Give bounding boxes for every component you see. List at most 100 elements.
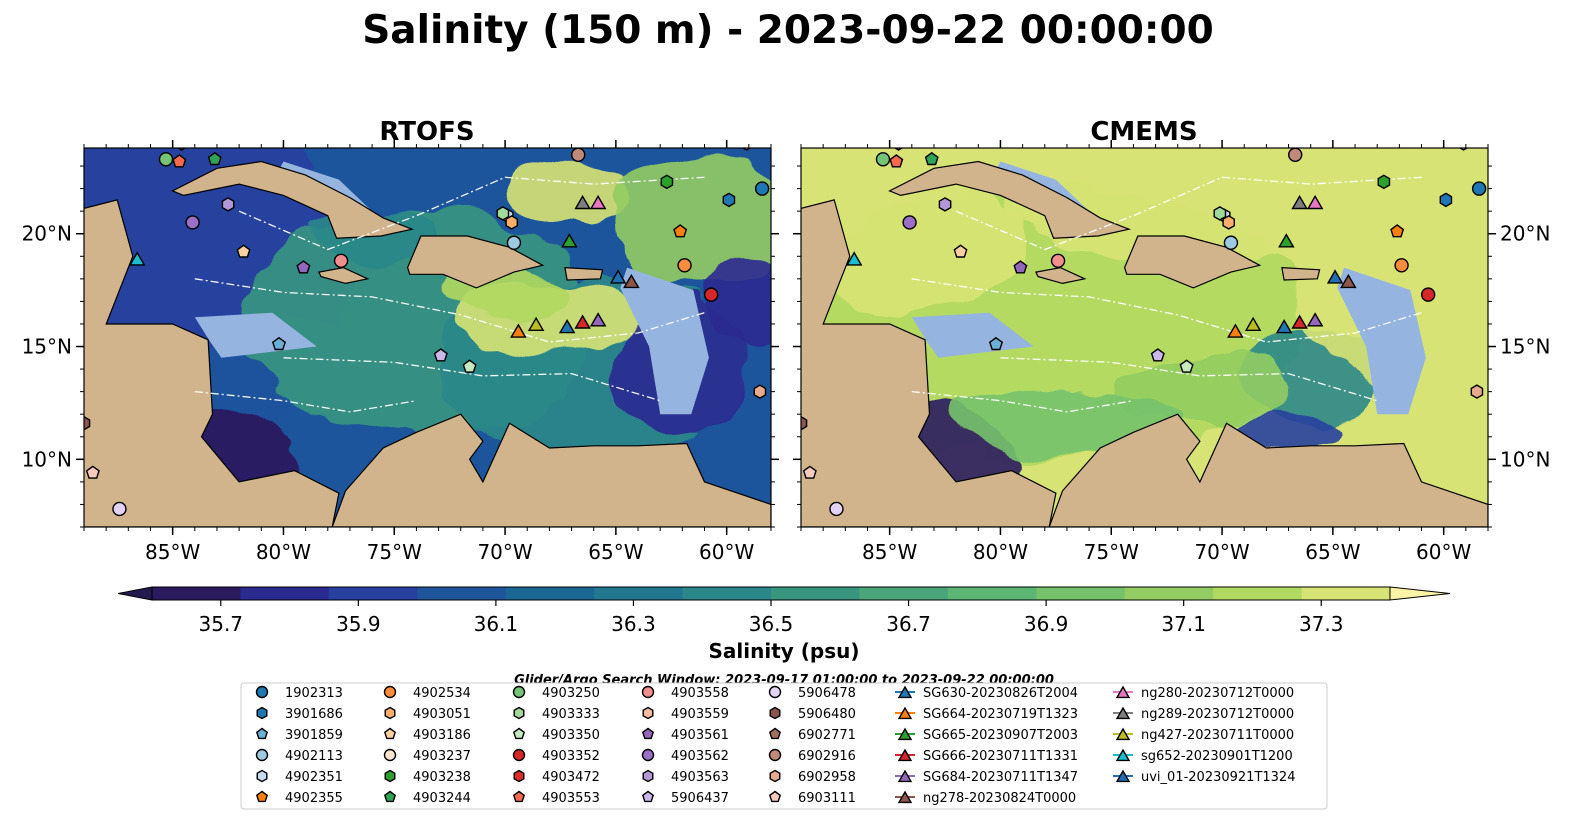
legend-marker-3901686 bbox=[256, 706, 268, 720]
boundary-line bbox=[283, 357, 661, 402]
obs-marker-SG630-20230826T2004 bbox=[558, 319, 576, 334]
legend-marker-4903563 bbox=[642, 769, 654, 783]
obs-marker-ng427-20230711T0000 bbox=[527, 316, 545, 331]
lat-tick-label: 20°N bbox=[1500, 222, 1550, 246]
legend-label: ng289-20230712T0000 bbox=[1141, 707, 1294, 722]
obs-marker-4903051 bbox=[1222, 215, 1236, 230]
legend-label: 4903244 bbox=[413, 791, 471, 806]
legend-label: 4903237 bbox=[413, 749, 471, 764]
obs-marker-1902313 bbox=[754, 181, 770, 196]
panel-rtofs: RTOFS 85°W 80°W 75°W 70°W 65°W 60°W 20°N 15°N 10°… bbox=[22, 117, 779, 564]
legend-marker-5906478 bbox=[768, 685, 782, 699]
panel-title: CMEMS bbox=[1090, 117, 1197, 147]
obs-marker-4903563 bbox=[938, 197, 952, 212]
obs-marker-SG684-20230711T1347 bbox=[1306, 312, 1324, 327]
legend-label: 4903051 bbox=[413, 707, 471, 722]
legend-label: SG666-20230711T1331 bbox=[923, 749, 1078, 764]
legend-marker-4903238 bbox=[384, 769, 396, 783]
colorbar-tick-label: 36.1 bbox=[474, 612, 519, 636]
colorbar-swatch bbox=[505, 587, 595, 600]
lat-tick-label: 10°N bbox=[22, 447, 72, 471]
land-centralAmerica bbox=[801, 199, 1057, 527]
lon-tick-label: 70°W bbox=[1194, 540, 1249, 564]
obs-marker-ng289-20230712T0000 bbox=[1291, 194, 1308, 210]
legend-marker-4903561 bbox=[641, 727, 655, 740]
obs-marker-4903051 bbox=[505, 215, 518, 230]
legend-marker-SG665-20230907T2003 bbox=[897, 727, 913, 741]
legend-marker-4902534 bbox=[383, 685, 397, 699]
obs-marker-6902958 bbox=[753, 384, 767, 399]
lon-tick-label: 85°W bbox=[145, 540, 200, 564]
land-southAmerica bbox=[331, 413, 771, 527]
legend-label: 4903238 bbox=[413, 770, 471, 785]
colorbar-tick-label: 35.7 bbox=[199, 612, 244, 636]
colorbar-swatch bbox=[417, 587, 507, 600]
obs-marker-4903186 bbox=[236, 244, 251, 258]
shelf-region bbox=[1337, 267, 1426, 415]
land-jamaica bbox=[318, 266, 370, 285]
obs-marker-4902534 bbox=[1394, 258, 1409, 273]
land-hispaniola bbox=[1123, 235, 1262, 289]
lon-tick-label: 65°W bbox=[588, 540, 643, 564]
colorbar-tick-label: 36.7 bbox=[886, 612, 931, 636]
obs-marker-4903352 bbox=[1420, 287, 1436, 302]
legend-marker-SG666-20230711T1331 bbox=[897, 748, 913, 762]
legend-label: 4902351 bbox=[285, 770, 343, 785]
obs-marker-3901859 bbox=[988, 336, 1004, 351]
colorbar-swatch bbox=[682, 587, 772, 600]
obs-marker-4902355 bbox=[1390, 224, 1405, 238]
boundary-line bbox=[911, 278, 1422, 343]
legend-marker-4903186 bbox=[383, 727, 397, 740]
obs-marker-uvi_01-20230921T1324 bbox=[609, 269, 627, 284]
lon-tick-label: 85°W bbox=[862, 540, 917, 564]
legend-label: 4903186 bbox=[413, 728, 471, 743]
legend-marker-6903111 bbox=[768, 790, 782, 803]
lon-tick-label: 75°W bbox=[1084, 540, 1139, 564]
legend-marker-uvi_01-20230921T1324 bbox=[1115, 769, 1131, 783]
legend-label: SG684-20230711T1347 bbox=[923, 770, 1078, 785]
lon-tick-label: 60°W bbox=[699, 540, 754, 564]
legend-marker-SG630-20230826T2004 bbox=[897, 685, 913, 699]
legend-label: 4902534 bbox=[413, 686, 471, 701]
obs-marker-6903111 bbox=[85, 465, 100, 479]
obs-marker-6902958 bbox=[1470, 384, 1484, 399]
legend-marker-4902355 bbox=[255, 790, 269, 803]
figure-title: Salinity (150 m) - 2023-09-22 00:00:00 bbox=[362, 8, 1214, 53]
colorbar-tick-label: 37.1 bbox=[1161, 612, 1206, 636]
legend-marker-4903559 bbox=[642, 706, 654, 720]
salinity-field bbox=[84, 148, 771, 527]
legend-label: 4903558 bbox=[671, 686, 729, 701]
obs-marker-4903350 bbox=[1179, 359, 1194, 373]
colorbar-extend-high bbox=[1389, 586, 1451, 601]
colorbar-swatch bbox=[152, 587, 241, 600]
legend-marker-4902113 bbox=[255, 748, 269, 762]
obs-marker-ng278-20230824T0000 bbox=[623, 273, 640, 289]
obs-marker-SG664-20230719T1323 bbox=[1227, 323, 1244, 338]
colorbar-swatch bbox=[771, 587, 860, 600]
legend-label: 5906478 bbox=[798, 686, 856, 701]
obs-marker-6902916 bbox=[1287, 148, 1303, 162]
obs-marker-3901686 bbox=[1439, 192, 1453, 208]
land-florida bbox=[952, 144, 996, 146]
shelf-region bbox=[620, 267, 709, 415]
obs-marker-4902113 bbox=[1223, 235, 1239, 250]
colorbar-extend-low bbox=[117, 586, 153, 601]
obs-marker-3901686 bbox=[722, 192, 736, 208]
obs-marker-4903563 bbox=[221, 197, 235, 212]
legend-marker-6902958 bbox=[769, 769, 781, 783]
legend-marker-6902916 bbox=[768, 748, 782, 762]
legend-label: 4903333 bbox=[542, 707, 600, 722]
legend-label: ng427-20230711T0000 bbox=[1141, 728, 1294, 743]
obs-marker-5906480 bbox=[801, 415, 808, 431]
obs-marker-4903250 bbox=[875, 152, 891, 167]
obs-marker-6902771 bbox=[67, 419, 79, 431]
legend-label: uvi_01-20230921T1324 bbox=[1141, 770, 1295, 785]
legend-marker-4903350 bbox=[512, 727, 526, 740]
boundary-line bbox=[238, 176, 705, 251]
lat-tick-label: 15°N bbox=[22, 335, 72, 359]
obs-marker-4903238 bbox=[660, 174, 674, 190]
obs-marker-4902113 bbox=[506, 235, 522, 250]
colorbar-tick-label: 36.3 bbox=[611, 612, 656, 636]
obs-marker-6902916 bbox=[570, 148, 586, 162]
